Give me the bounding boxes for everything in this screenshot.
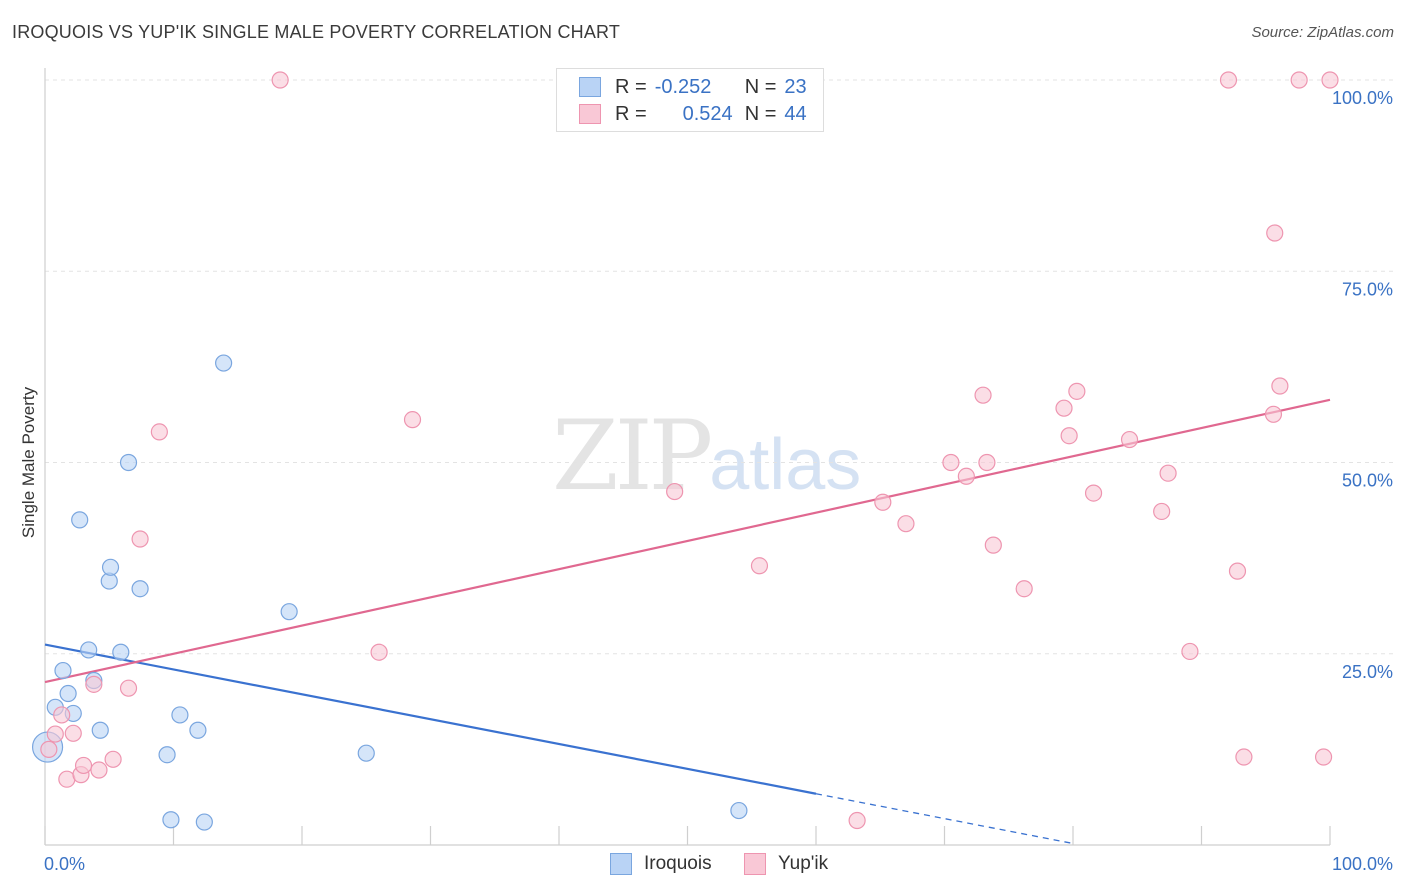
iroquois-point [730, 801, 748, 820]
yupik-point [1228, 562, 1247, 580]
yupik-legend-label: Yup'ik [778, 853, 829, 874]
iroquois-point [80, 641, 98, 659]
yupik-point [1055, 399, 1073, 417]
yupik-point [104, 750, 122, 768]
yupik-point [1290, 71, 1308, 89]
yupik-point [131, 530, 149, 548]
iroquois-point [131, 580, 149, 598]
yupik-point [666, 482, 684, 501]
y-tick-label: 25.0% [1342, 662, 1393, 682]
legend-row-iroquois: R = -0.252 N = 23 [579, 74, 807, 100]
iroquois-point [195, 813, 213, 831]
chart-title: IROQUOIS VS YUP'IK SINGLE MALE POVERTY C… [12, 22, 621, 42]
yupik-trend-line [44, 398, 1331, 684]
watermark: ZIPatlas [552, 400, 861, 512]
iroquois-point [71, 511, 89, 529]
yupik-point [974, 386, 992, 404]
iroquois-point [189, 721, 207, 739]
iroquois-point [215, 354, 233, 372]
yupik-point [1219, 71, 1238, 89]
yupik-point [1153, 502, 1171, 521]
legend-r-label: R = [615, 75, 647, 98]
watermark-zip: ZIP [552, 400, 713, 512]
trend-layer [44, 398, 1331, 845]
legend-r-value: 0.524 [682, 102, 733, 125]
yupik-point [85, 675, 103, 693]
yupik-point [1060, 427, 1078, 445]
legend-r-value: -0.252 [654, 75, 712, 98]
iroquois-point [112, 643, 130, 661]
iroquois-point [280, 603, 298, 621]
yupik-point [53, 706, 71, 724]
axis-layer [44, 68, 1331, 846]
y-tick-label: 50.0% [1342, 471, 1393, 491]
x-tick-label: 100.0% [1332, 854, 1393, 874]
x-tick-label: 0.0% [44, 854, 85, 874]
yupik-point [1264, 405, 1283, 423]
iroquois-point [101, 558, 120, 576]
legend-r-label: R = [615, 102, 647, 125]
yupik-point [119, 679, 138, 697]
yupik-point [40, 740, 58, 758]
yupik-point [1068, 382, 1086, 400]
bottom-legend-iroquois: Iroquois [610, 850, 712, 878]
yupik-point [750, 557, 769, 575]
correlation-legend: R = -0.252 N = 23 R = 0.524 N = 44 [556, 68, 824, 132]
legend-n-label: N = [744, 75, 777, 98]
yupik-point [942, 453, 960, 472]
bottom-legend-yupik: Yup'ik [744, 850, 828, 878]
yupik-legend-swatch [744, 853, 766, 875]
yupik-point [1235, 748, 1253, 766]
iroquois-point [162, 811, 180, 829]
yupik-point [848, 811, 866, 830]
yupik-point [897, 515, 915, 533]
iroquois-point [54, 661, 72, 680]
yupik-point [957, 467, 975, 485]
yupik-point [874, 493, 892, 511]
iroquois-legend-swatch [610, 853, 632, 875]
source-label: Source: ZipAtlas.com [1251, 24, 1394, 41]
yupik-point [64, 724, 82, 742]
yupik-point [1271, 377, 1289, 395]
yupik-point [74, 756, 93, 775]
iroquois-point [357, 744, 375, 762]
grid-layer [45, 79, 1395, 655]
yupik-point [403, 411, 422, 429]
yupik-point [1084, 484, 1103, 502]
yupik-point [370, 643, 388, 661]
iroquois-point [59, 684, 77, 703]
iroquois-point [119, 453, 138, 472]
yupik-point [1159, 464, 1177, 482]
y-tick-label: 100.0% [1332, 88, 1393, 108]
legend-row-yupik: R = 0.524 N = 44 [579, 101, 807, 127]
watermark-atlas: atlas [709, 425, 862, 505]
yupik-point [1266, 224, 1284, 242]
y-tick-label: 75.0% [1342, 279, 1393, 299]
yupik-point [1120, 430, 1139, 449]
yupik-point [1314, 748, 1333, 766]
iroquois-point [91, 721, 109, 739]
iroquois-legend-label: Iroquois [644, 853, 712, 874]
legend-n-value: 44 [784, 102, 807, 125]
iroquois-trend-line [44, 643, 817, 795]
yupik-point [1015, 580, 1033, 598]
legend-n-label: N = [744, 102, 777, 125]
label-layer: 25.0% 50.0% 75.0% 100.0% 0.0% 100.0% Single Ma… [19, 88, 1393, 874]
iroquois-point [171, 706, 189, 724]
iroquois-swatch [579, 77, 601, 97]
point-layer [31, 71, 1339, 831]
iroquois-point [158, 746, 176, 764]
yupik-swatch [579, 104, 601, 124]
yupik-point [271, 71, 289, 89]
yupik-point [46, 725, 64, 743]
yupik-point [150, 423, 168, 441]
y-axis-title: Single Male Poverty [19, 386, 38, 538]
yupik-point [984, 536, 1002, 554]
yupik-point [1181, 642, 1199, 661]
yupik-point [90, 761, 108, 779]
yupik-point [978, 453, 996, 472]
yupik-point [1321, 71, 1339, 89]
legend-n-value: 23 [784, 75, 807, 98]
